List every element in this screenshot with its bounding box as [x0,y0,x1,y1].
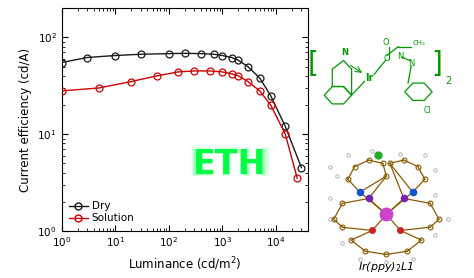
Text: N: N [341,48,348,57]
Text: Cl: Cl [424,106,431,115]
Text: Ir(ppy)$_2$L1: Ir(ppy)$_2$L1 [358,260,414,274]
Legend: Dry, Solution: Dry, Solution [67,199,137,225]
Text: [: [ [308,50,319,78]
Text: Ir: Ir [365,73,374,83]
Y-axis label: Current efficiency (cd/A): Current efficiency (cd/A) [19,48,32,192]
Text: N: N [408,59,414,68]
Text: ETH: ETH [193,148,267,181]
Text: ETH: ETH [190,148,270,182]
Text: O: O [384,54,391,63]
Text: O: O [383,38,390,47]
Text: CH₃: CH₃ [413,40,426,46]
Text: N: N [397,53,403,61]
Text: ]: ] [432,50,442,78]
Text: 2: 2 [445,76,451,86]
X-axis label: Luminance (cd/m$^2$): Luminance (cd/m$^2$) [128,255,242,272]
Text: ETH: ETH [187,146,273,183]
